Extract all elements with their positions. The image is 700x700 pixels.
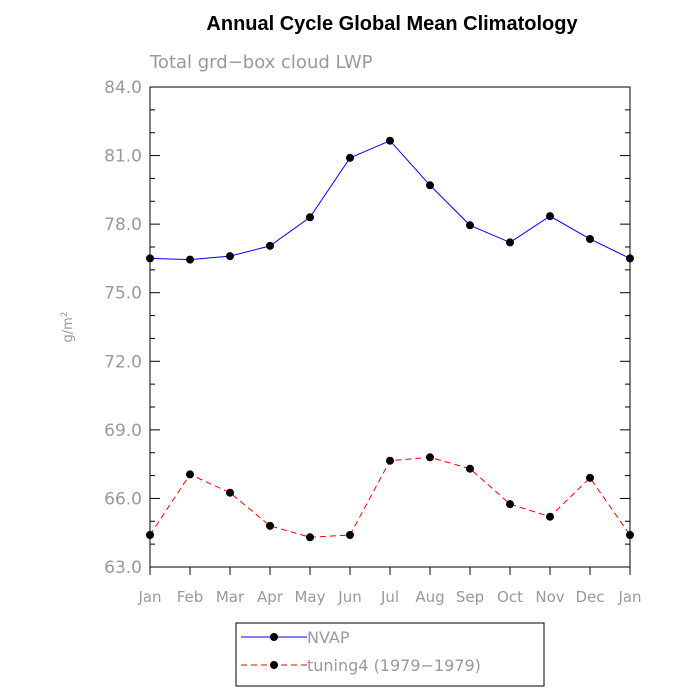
- x-tick-label: Sep: [456, 588, 484, 606]
- y-tick-label: 66.0: [104, 489, 142, 509]
- x-tick-label: Jan: [137, 588, 161, 606]
- data-point-1: [226, 252, 234, 261]
- data-point-2: [586, 473, 594, 482]
- series-line-2: [149, 456, 631, 538]
- data-point-1: [626, 254, 634, 263]
- data-point-1: [306, 213, 314, 222]
- x-tick-label: Aug: [415, 588, 444, 606]
- data-point-1: [386, 136, 394, 145]
- x-tick-label: Apr: [257, 588, 284, 606]
- data-point-2: [546, 512, 554, 521]
- legend-label-1: NVAP: [307, 628, 350, 647]
- y-tick-label: 84.0: [104, 78, 142, 98]
- x-tick-label: May: [294, 588, 325, 606]
- data-point-1: [586, 235, 594, 243]
- data-point-2: [306, 533, 314, 542]
- series-line-1: [149, 140, 631, 261]
- x-tick-label: Dec: [575, 588, 604, 606]
- data-point-2: [466, 464, 474, 473]
- data-point-2: [626, 531, 634, 539]
- legend-box: [235, 622, 545, 687]
- y-axis-label-base: g/m: [61, 317, 76, 342]
- data-point-1: [146, 254, 154, 263]
- legend-marker-2: [270, 661, 278, 669]
- plot-frame: [149, 86, 631, 568]
- y-tick-label: 69.0: [104, 421, 142, 441]
- x-tick-label: Jun: [337, 588, 361, 606]
- data-point-1: [186, 255, 194, 264]
- y-tick-label: 63.0: [104, 558, 142, 578]
- data-point-2: [426, 453, 434, 462]
- y-tick-label: 78.0: [104, 215, 142, 235]
- legend: NVAP tuning4 (1979−1979): [241, 628, 481, 675]
- y-axis-label: g/m2: [60, 311, 76, 342]
- y-tick-label: 75.0: [104, 284, 142, 304]
- x-tick-label: Feb: [177, 588, 204, 606]
- x-tick-label: Jan: [617, 588, 641, 606]
- y-axis-label-superscript: 2: [60, 311, 70, 317]
- data-point-2: [346, 531, 354, 539]
- series-layer: [146, 136, 634, 542]
- axes: 63.0 66.0 69.0 72.0 75.0 78.0 81.0 84.0 Jan Feb Ma…: [104, 78, 641, 606]
- chart-title: Annual Cycle Global Mean Climatology: [206, 13, 578, 35]
- x-tick-label: Jul: [380, 588, 399, 606]
- data-point-1: [346, 153, 354, 162]
- data-point-2: [226, 488, 234, 497]
- data-point-1: [266, 241, 274, 250]
- data-point-2: [506, 500, 514, 509]
- data-point-1: [426, 181, 434, 190]
- data-point-1: [546, 212, 554, 221]
- data-point-2: [146, 531, 154, 539]
- x-tick-label: Nov: [535, 588, 564, 606]
- x-tick-label: Mar: [216, 588, 245, 606]
- data-point-1: [506, 238, 514, 247]
- chart-subtitle: Total grd−box cloud LWP: [149, 52, 373, 73]
- data-point-1: [466, 221, 474, 230]
- x-tick-label: Oct: [497, 588, 523, 606]
- data-point-2: [386, 456, 394, 465]
- legend-label-2: tuning4 (1979−1979): [307, 656, 481, 675]
- legend-marker-1: [270, 633, 278, 641]
- y-tick-label: 72.0: [104, 352, 142, 372]
- data-point-2: [186, 470, 194, 479]
- y-tick-label: 81.0: [104, 147, 142, 167]
- data-point-2: [266, 521, 274, 530]
